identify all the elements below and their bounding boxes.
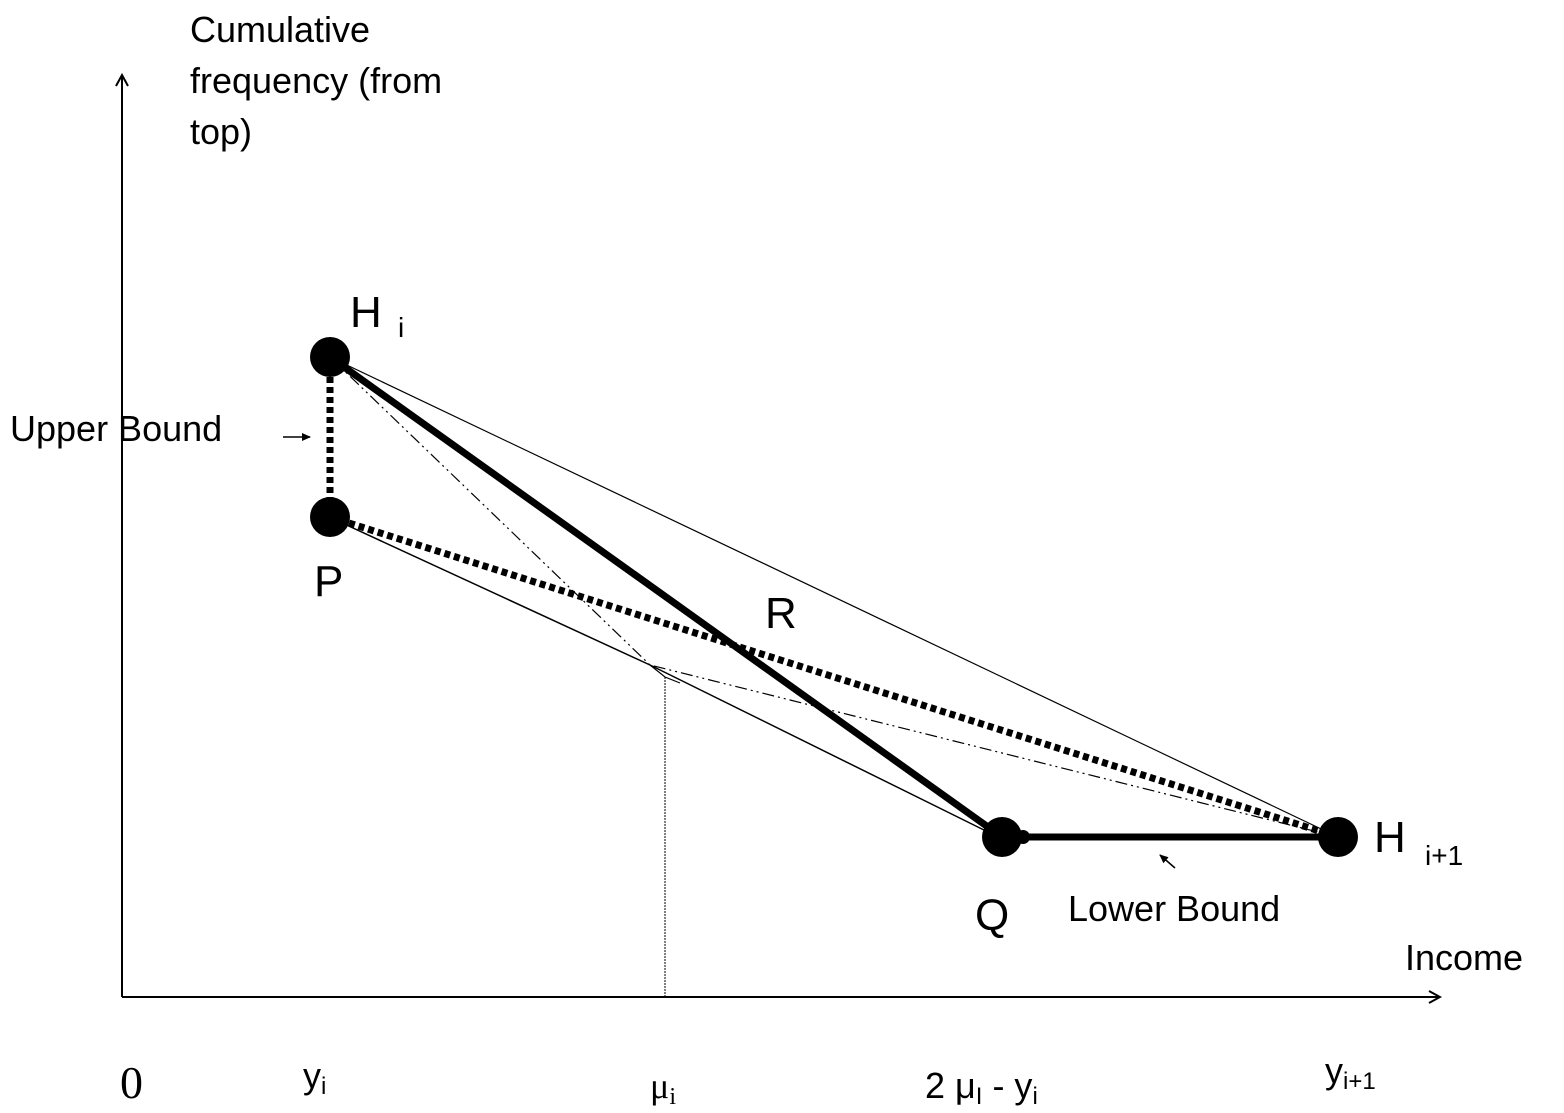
point-label: P xyxy=(314,557,343,606)
x-tick-label: 2 μI - yi xyxy=(925,1065,1038,1110)
chord xyxy=(329,356,1339,838)
x-tick-label: μi xyxy=(650,1066,676,1110)
x-label: Income xyxy=(1405,937,1523,978)
point-label: R xyxy=(765,589,797,638)
y-label: Cumulative xyxy=(190,9,370,50)
x-tick-label: yi xyxy=(303,1055,326,1100)
lower-bound-arrow xyxy=(1159,854,1176,869)
sub: i xyxy=(669,1084,676,1110)
sub: i+1 xyxy=(1343,1068,1376,1095)
point-label: Q xyxy=(975,891,1009,940)
y-label: top) xyxy=(190,111,252,152)
label: y xyxy=(303,1055,321,1096)
dotted-line xyxy=(328,513,1340,841)
x-tick-label: yi+1 xyxy=(1325,1050,1376,1095)
sub: i xyxy=(398,312,404,343)
y-label: frequency (from xyxy=(190,60,442,101)
sub: I xyxy=(976,1083,983,1110)
thick-line xyxy=(327,354,1005,840)
label: - y xyxy=(982,1065,1032,1106)
label: H xyxy=(1374,813,1406,862)
label: μ xyxy=(650,1066,669,1106)
label: H xyxy=(350,288,382,337)
point-q xyxy=(982,817,1022,857)
label: 2 μ xyxy=(925,1065,976,1106)
sub: i xyxy=(321,1073,326,1100)
dash-dot-line xyxy=(329,356,1339,838)
point-p xyxy=(310,497,350,537)
origin: 0 xyxy=(120,1057,143,1108)
annotation: Lower Bound xyxy=(1068,888,1280,929)
sub: i+1 xyxy=(1425,840,1463,871)
point-q-dot xyxy=(1016,830,1030,844)
point-h-i xyxy=(310,337,350,377)
sub: i xyxy=(1032,1083,1037,1110)
label: y xyxy=(1325,1050,1343,1091)
point-h-i1 xyxy=(1318,817,1358,857)
annotation: Upper Bound xyxy=(10,408,222,449)
